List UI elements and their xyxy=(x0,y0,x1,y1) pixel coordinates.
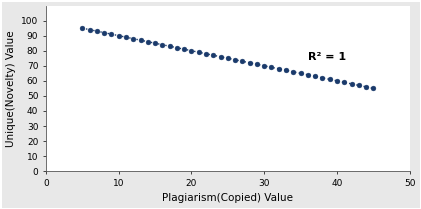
Text: R² = 1: R² = 1 xyxy=(308,52,346,62)
Y-axis label: Unique(Novelty) Value: Unique(Novelty) Value xyxy=(5,30,16,147)
X-axis label: Plagiarism(Copied) Value: Plagiarism(Copied) Value xyxy=(163,194,293,203)
